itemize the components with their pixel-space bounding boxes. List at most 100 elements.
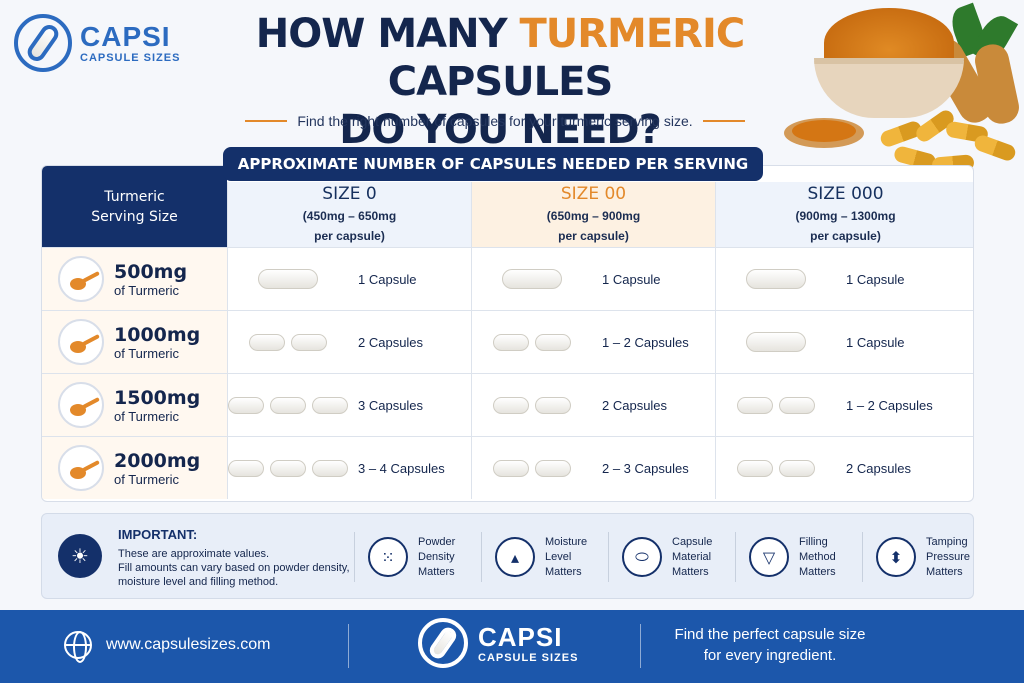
capsule-count-cell: 1 Capsule — [227, 248, 471, 310]
table-banner: APPROXIMATE NUMBER OF CAPSULES NEEDED PE… — [223, 147, 763, 181]
capsule-count-cell: 3 – 4 Capsules — [227, 437, 471, 499]
capsule-count-cell: 2 Capsules — [227, 311, 471, 373]
footer-logo: CAPSI CAPSULE SIZES — [418, 618, 578, 668]
footer-tagline: Find the perfect capsule size for every … — [674, 626, 866, 664]
lightbulb-icon: ☀ — [58, 534, 102, 578]
factor-item: ⁙ Powder Density Matters — [354, 526, 474, 588]
capsule-quantity: 1 – 2 Capsules — [846, 397, 933, 413]
capsule-count-cell: 2 Capsules — [715, 437, 973, 499]
capsule-pictogram — [472, 396, 592, 414]
capsule-pictogram — [228, 459, 348, 477]
serving-amount: 2000mg — [114, 449, 201, 472]
brand-logo: CAPSI CAPSULE SIZES — [14, 14, 180, 72]
capsule-icon — [746, 269, 806, 289]
capsule-icon — [228, 396, 264, 414]
website-link[interactable]: www.capsulesizes.com — [106, 636, 271, 653]
serving-size-cell: 1500mg of Turmeric — [42, 374, 227, 436]
capsule-icon — [779, 459, 815, 477]
capsule-icon — [493, 333, 529, 351]
capsule-pictogram — [472, 459, 592, 477]
capsule-table: Turmeric Serving Size SIZE 0 (450mg – 65… — [41, 165, 974, 502]
turmeric-spoon-icon — [58, 382, 104, 428]
factor-item: ▽ Filling Method Matters — [735, 526, 855, 588]
serving-unit: of Turmeric — [114, 408, 180, 424]
moisture-drop-icon: ▴ — [495, 537, 535, 577]
capsule-pictogram — [716, 269, 836, 289]
page-title: HOW MANY TURMERIC CAPSULES DO YOU NEED? — [255, 11, 745, 153]
powder-density-icon: ⁙ — [368, 537, 408, 577]
brand-name: CAPSI — [80, 21, 171, 52]
capsule-icon — [258, 269, 318, 289]
capsule-quantity: 1 – 2 Capsules — [602, 334, 689, 350]
table-row: 1000mg of Turmeric 2 Capsules 1 – 2 Capsule… — [42, 310, 973, 373]
capsule-icon — [493, 396, 529, 414]
capsule-quantity: 3 – 4 Capsules — [358, 460, 445, 476]
capsule-pictogram — [472, 333, 592, 351]
serving-size-cell: 500mg of Turmeric — [42, 248, 227, 310]
capsule-quantity: 1 Capsule — [846, 271, 905, 287]
turmeric-spoon-icon — [58, 256, 104, 302]
capsule-icon — [249, 333, 285, 351]
factor-item: ⬭ Capsule Material Matters — [608, 526, 728, 588]
factor-item: ⬍ Tamping Pressure Matters — [862, 526, 982, 588]
capsule-icon — [270, 396, 306, 414]
table-row: 2000mg of Turmeric 3 – 4 Capsules 2 – 3 Cap… — [42, 436, 973, 499]
capsule-quantity: 1 Capsule — [602, 271, 661, 287]
serving-amount: 500mg — [114, 260, 188, 283]
turmeric-illustration — [784, 0, 1024, 180]
capsule-quantity: 3 Capsules — [358, 397, 424, 413]
capsule-icon — [312, 396, 348, 414]
table-row: 1500mg of Turmeric 3 Capsules 2 Capsules 1 –… — [42, 373, 973, 436]
serving-size-header: Turmeric Serving Size — [42, 166, 227, 247]
tamper-icon: ⬍ — [876, 537, 916, 577]
serving-amount: 1000mg — [114, 323, 201, 346]
serving-unit: of Turmeric — [114, 282, 180, 298]
capsule-pictogram — [228, 396, 348, 414]
capsule-icon — [493, 459, 529, 477]
important-title: IMPORTANT: — [118, 527, 198, 542]
brand-sub: CAPSULE SIZES — [80, 52, 181, 64]
capsule-icon — [737, 396, 773, 414]
capsule-quantity: 2 Capsules — [602, 397, 668, 413]
capsule-icon — [535, 459, 571, 477]
column-header-size-00: SIZE 00 (650mg – 900mg per capsule) — [471, 182, 715, 247]
capsule-icon — [535, 396, 571, 414]
capsule-quantity: 2 Capsules — [846, 460, 912, 476]
capsule-count-cell: 1 Capsule — [715, 311, 973, 373]
capsule-pictogram — [472, 269, 592, 289]
title-accent: TURMERIC — [519, 11, 745, 57]
table-row: 500mg of Turmeric 1 Capsule 1 Capsule 1 Caps… — [42, 247, 973, 310]
capsule-icon — [502, 269, 562, 289]
turmeric-spoon-icon — [58, 445, 104, 491]
capsule-count-cell: 2 Capsules — [471, 374, 715, 436]
turmeric-spoon-icon — [58, 319, 104, 365]
subtitle-row: Find the right number of capsules for yo… — [212, 113, 778, 129]
globe-icon — [64, 631, 92, 663]
capsule-pictogram — [228, 333, 348, 351]
capsule-count-cell: 3 Capsules — [227, 374, 471, 436]
capsule-icon — [737, 459, 773, 477]
capsule-count-cell: 1 Capsule — [471, 248, 715, 310]
capsule-logo-icon — [418, 618, 468, 668]
capsule-icon — [535, 333, 571, 351]
capsule-pictogram — [716, 396, 836, 414]
serving-amount: 1500mg — [114, 386, 201, 409]
capsule-quantity: 1 Capsule — [846, 334, 905, 350]
capsule-count-cell: 1 – 2 Capsules — [471, 311, 715, 373]
capsule-count-cell: 1 Capsule — [715, 248, 973, 310]
capsule-pictogram — [228, 269, 348, 289]
serving-size-cell: 1000mg of Turmeric — [42, 311, 227, 373]
capsule-pictogram — [716, 459, 836, 477]
capsule-pictogram — [716, 332, 836, 352]
serving-size-cell: 2000mg of Turmeric — [42, 437, 227, 499]
capsule-icon — [312, 459, 348, 477]
capsule-quantity: 2 – 3 Capsules — [602, 460, 689, 476]
capsule-count-cell: 2 – 3 Capsules — [471, 437, 715, 499]
capsule-icon — [779, 396, 815, 414]
capsule-logo-icon — [14, 14, 72, 72]
factor-item: ▴ Moisture Level Matters — [481, 526, 601, 588]
footer: www.capsulesizes.com CAPSI CAPSULE SIZES… — [0, 610, 1024, 683]
capsule-quantity: 1 Capsule — [358, 271, 417, 287]
funnel-icon: ▽ — [749, 537, 789, 577]
capsule-count-cell: 1 – 2 Capsules — [715, 374, 973, 436]
